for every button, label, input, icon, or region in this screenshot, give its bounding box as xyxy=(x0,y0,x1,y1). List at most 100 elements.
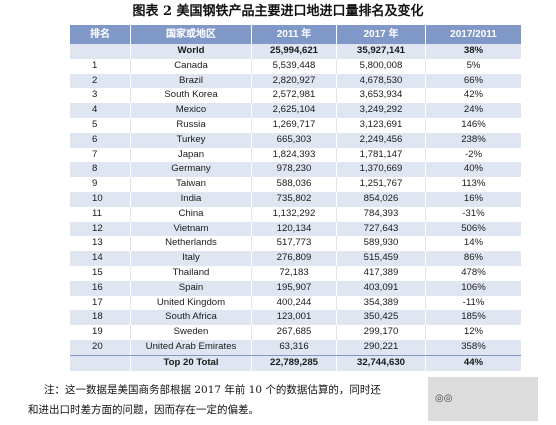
cell-country: Russia xyxy=(130,117,252,133)
cell-2011: 123,001 xyxy=(251,310,337,326)
table-row: 4 Mexico 2,625,104 3,249,292 24% xyxy=(70,103,521,118)
cell-rank: 11 xyxy=(70,206,131,222)
table-row: 6 Turkey 665,303 2,249,456 238% xyxy=(70,132,521,148)
cell-2011: 25,994,621 xyxy=(251,44,337,59)
cell-2017: 403,091 xyxy=(336,280,426,296)
cell-2017: 784,393 xyxy=(336,206,426,222)
cell-change: 146% xyxy=(425,117,521,133)
footnote: 注：这一数据是美国商务部根据 2017 年前 10 个的数据估算的，同时还 和进… xyxy=(28,380,538,420)
table-row: 2 Brazil 2,820,927 4,678,530 66% xyxy=(70,73,521,89)
cell-2011: 276,809 xyxy=(251,251,337,266)
table-row: 9 Taiwan 588,036 1,251,767 113% xyxy=(70,177,521,192)
cell-change: 42% xyxy=(425,88,521,104)
table-row: 7 Japan 1,824,393 1,781,147 -2% xyxy=(70,147,521,163)
footnote-line-1: 注：这一数据是美国商务部根据 2017 年前 10 个的数据估算的，同时还 xyxy=(44,384,381,396)
cell-country: Brazil xyxy=(130,73,252,89)
cell-2011: 400,244 xyxy=(251,295,337,311)
cell-2017: 854,026 xyxy=(336,191,426,207)
cell-change: -2% xyxy=(425,147,521,163)
cell-rank: 9 xyxy=(70,177,131,192)
cell-change: 86% xyxy=(425,251,521,266)
cell-2017: 32,744,630 xyxy=(336,354,426,371)
cell-rank: 10 xyxy=(70,191,131,207)
table-row-world: World 25,994,621 35,927,141 38% xyxy=(70,44,521,59)
cell-country: United Arab Emirates xyxy=(130,339,252,356)
cell-2017: 4,678,530 xyxy=(336,73,426,89)
cell-2017: 350,425 xyxy=(336,310,426,326)
cell-2011: 588,036 xyxy=(251,177,337,192)
cell-2017: 3,249,292 xyxy=(336,103,426,118)
table-row: 1 Canada 5,539,448 5,800,008 5% xyxy=(70,58,521,74)
cell-2017: 1,251,767 xyxy=(336,177,426,192)
table-row: 5 Russia 1,269,717 3,123,691 146% xyxy=(70,117,521,133)
cell-country: United Kingdom xyxy=(130,295,252,311)
cell-rank: 6 xyxy=(70,132,131,148)
cell-rank: 20 xyxy=(70,339,131,356)
steel-import-table: 排名 国家或地区 2011 年 2017 年 2017/2011 World 2… xyxy=(70,25,521,371)
cell-2011: 120,134 xyxy=(251,221,337,237)
cell-change: -11% xyxy=(425,295,521,311)
cell-country: World xyxy=(130,44,252,59)
table-row: 15 Thailand 72,183 417,389 478% xyxy=(70,265,521,281)
header-2017: 2017 年 xyxy=(336,25,426,44)
cell-change: 40% xyxy=(425,162,521,178)
cell-rank: 5 xyxy=(70,117,131,133)
cell-rank: 3 xyxy=(70,88,131,104)
cell-rank xyxy=(70,44,131,59)
cell-2017: 35,927,141 xyxy=(336,44,426,59)
cell-2011: 2,820,927 xyxy=(251,73,337,89)
cell-2011: 195,907 xyxy=(251,280,337,296)
cell-2017: 1,781,147 xyxy=(336,147,426,163)
cell-rank: 18 xyxy=(70,310,131,326)
table-row: 19 Sweden 267,685 299,170 12% xyxy=(70,325,521,340)
cell-rank: 12 xyxy=(70,221,131,237)
table-row-total: Top 20 Total 22,789,285 32,744,630 44% xyxy=(70,354,521,371)
cell-2011: 63,316 xyxy=(251,339,337,356)
cell-change: 66% xyxy=(425,73,521,89)
cell-change: 24% xyxy=(425,103,521,118)
cell-country: South Korea xyxy=(130,88,252,104)
table-row: 10 India 735,802 854,026 16% xyxy=(70,191,521,207)
cell-change: 238% xyxy=(425,132,521,148)
cell-country: South Africa xyxy=(130,310,252,326)
cell-2011: 665,303 xyxy=(251,132,337,148)
table-row: 3 South Korea 2,572,981 3,653,934 42% xyxy=(70,88,521,104)
cell-rank: 1 xyxy=(70,58,131,74)
cell-change: 16% xyxy=(425,191,521,207)
cell-country: Mexico xyxy=(130,103,252,118)
cell-2011: 1,824,393 xyxy=(251,147,337,163)
wechat-icon: ◎◎ xyxy=(435,393,453,404)
cell-2011: 72,183 xyxy=(251,265,337,281)
cell-2011: 22,789,285 xyxy=(251,354,337,371)
cell-2011: 267,685 xyxy=(251,325,337,340)
watermark-blur xyxy=(428,377,538,421)
cell-rank: 2 xyxy=(70,73,131,89)
cell-2017: 589,930 xyxy=(336,236,426,252)
cell-change: 14% xyxy=(425,236,521,252)
cell-country: Germany xyxy=(130,162,252,178)
cell-country: Top 20 Total xyxy=(130,354,252,371)
cell-2017: 354,389 xyxy=(336,295,426,311)
cell-change: 106% xyxy=(425,280,521,296)
cell-2017: 290,221 xyxy=(336,339,426,356)
table-row: 20 United Arab Emirates 63,316 290,221 358% xyxy=(70,339,521,356)
header-rank: 排名 xyxy=(70,25,131,44)
table-body: World 25,994,621 35,927,141 38% 1 Canada 5… xyxy=(70,44,521,371)
cell-change: 358% xyxy=(425,339,521,356)
cell-country: Italy xyxy=(130,251,252,266)
cell-country: Japan xyxy=(130,147,252,163)
cell-rank: 14 xyxy=(70,251,131,266)
cell-country: Taiwan xyxy=(130,177,252,192)
cell-2011: 517,773 xyxy=(251,236,337,252)
cell-country: Canada xyxy=(130,58,252,74)
table-row: 16 Spain 195,907 403,091 106% xyxy=(70,280,521,296)
cell-country: Thailand xyxy=(130,265,252,281)
cell-rank: 15 xyxy=(70,265,131,281)
cell-country: Vietnam xyxy=(130,221,252,237)
cell-country: Spain xyxy=(130,280,252,296)
cell-2011: 1,132,292 xyxy=(251,206,337,222)
cell-2017: 1,370,669 xyxy=(336,162,426,178)
cell-2017: 3,123,691 xyxy=(336,117,426,133)
cell-2017: 417,389 xyxy=(336,265,426,281)
cell-2017: 5,800,008 xyxy=(336,58,426,74)
